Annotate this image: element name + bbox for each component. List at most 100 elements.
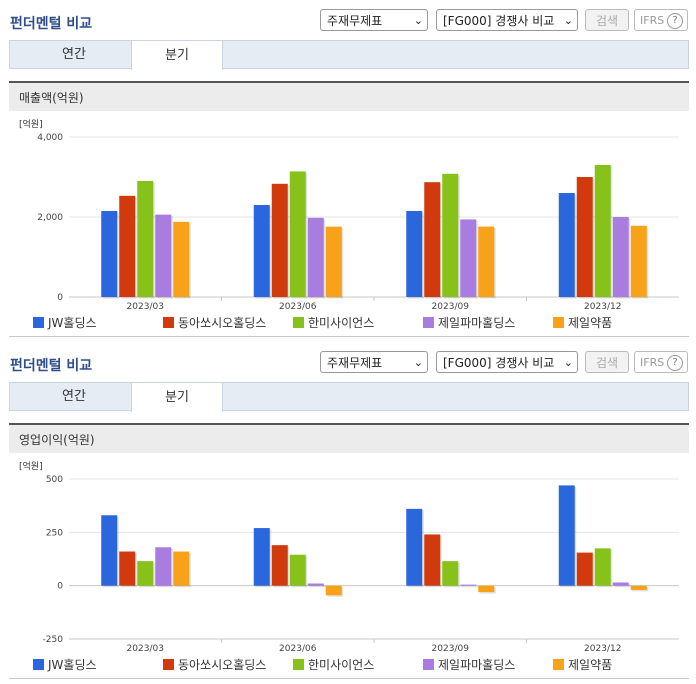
compare-select-value: [FG000] 경쟁사 비교: [443, 356, 555, 370]
legend-swatch: [293, 659, 304, 670]
statement-select[interactable]: 주재무제표 ⌄: [320, 351, 428, 373]
ifrs-label: IFRS: [640, 356, 665, 369]
search-button[interactable]: 검색: [585, 351, 629, 373]
legend-label: 동아쏘시오홀딩스: [178, 658, 267, 672]
bar: [424, 534, 441, 586]
bar: [478, 585, 495, 593]
legend-label: JW홀딩스: [48, 658, 97, 672]
ifrs-button[interactable]: IFRS ?: [634, 351, 688, 373]
tab-annual[interactable]: 연간: [62, 389, 86, 404]
section-title: 펀더멘털 비교: [10, 16, 93, 32]
unit-label: [억원]: [19, 118, 43, 130]
legend-item-jw[interactable]: JW홀딩스: [33, 314, 97, 331]
bar: [289, 171, 306, 297]
legend-label: 동아쏘시오홀딩스: [178, 316, 267, 330]
legend-swatch: [293, 317, 304, 328]
bar: [558, 485, 575, 586]
chart-legend: JW홀딩스 동아쏘시오홀딩스 한미사이언스 제일파마홀딩스 제일약품: [9, 654, 689, 676]
compare-select-value: [FG000] 경쟁사 비교: [443, 14, 555, 28]
tab-annual[interactable]: 연간: [62, 47, 86, 62]
legend-label: 한미사이언스: [308, 658, 375, 672]
x-tick-label: 2023/12: [584, 644, 621, 653]
legend-item-hanmi[interactable]: 한미사이언스: [293, 656, 374, 673]
bar: [460, 584, 477, 586]
bar: [576, 552, 593, 586]
bar: [442, 561, 459, 586]
bar: [406, 508, 423, 586]
bar-shadow: [309, 585, 326, 588]
unit-label: [억원]: [19, 460, 43, 472]
bar: [307, 583, 324, 586]
tab-quarterly[interactable]: 분기: [131, 382, 223, 412]
legend-swatch: [553, 659, 564, 670]
chevron-down-icon: ⌄: [563, 356, 573, 369]
legend-item-jeilpharma[interactable]: 제일파마홀딩스: [423, 314, 515, 331]
operating-profit-chart: [억원]500 250 0 -250 2023/03 2023/06 2023/09 2023…: [19, 460, 679, 653]
period-tabs: 연간 분기: [9, 382, 689, 412]
bar: [612, 217, 629, 297]
bar: [460, 219, 477, 297]
search-button[interactable]: 검색: [585, 9, 629, 31]
bar: [478, 226, 495, 297]
bar: [155, 214, 172, 297]
bar: [271, 183, 288, 297]
metric-header: 매출액(억원): [9, 81, 689, 111]
bar: [289, 554, 306, 586]
y-tick-label: 2,000: [37, 213, 63, 223]
legend-item-hanmi[interactable]: 한미사이언스: [293, 314, 374, 331]
compare-select[interactable]: [FG000] 경쟁사 비교 ⌄: [436, 9, 578, 31]
ifrs-button[interactable]: IFRS ?: [634, 9, 688, 31]
bar: [630, 225, 647, 297]
legend-item-donga[interactable]: 동아쏘시오홀딩스: [163, 656, 266, 673]
chevron-down-icon: ⌄: [563, 14, 573, 27]
bar: [173, 551, 190, 586]
legend-item-jeil[interactable]: 제일약품: [553, 656, 612, 673]
legend-swatch: [423, 659, 434, 670]
metric-header: 영업이익(억원): [9, 423, 689, 453]
legend-item-jw[interactable]: JW홀딩스: [33, 656, 97, 673]
bar: [101, 211, 118, 297]
tab-quarterly[interactable]: 분기: [131, 40, 223, 70]
chevron-down-icon: ⌄: [413, 14, 423, 27]
section-title: 펀더멘털 비교: [10, 358, 93, 374]
bar-shadow: [461, 586, 478, 588]
statement-select[interactable]: 주재무제표 ⌄: [320, 9, 428, 31]
period-tabs: 연간 분기: [9, 40, 689, 70]
bar: [137, 561, 154, 586]
legend-label: 제일파마홀딩스: [438, 316, 516, 330]
bar: [253, 528, 270, 586]
bar: [424, 182, 441, 297]
ifrs-label: IFRS: [640, 14, 665, 27]
x-tick-label: 2023/12: [584, 302, 621, 311]
bar: [137, 181, 154, 297]
legend-item-jeil[interactable]: 제일약품: [553, 314, 612, 331]
y-tick-label: 0: [57, 293, 63, 303]
x-tick-label: 2023/09: [432, 644, 470, 653]
question-icon[interactable]: ?: [667, 13, 683, 29]
question-icon[interactable]: ?: [667, 355, 683, 371]
bar: [101, 515, 118, 586]
bar: [594, 165, 611, 297]
metric-label: 영업이익(억원): [19, 433, 95, 447]
legend-swatch: [33, 317, 44, 328]
legend-item-donga[interactable]: 동아쏘시오홀딩스: [163, 314, 266, 331]
bar: [576, 177, 593, 297]
bar: [307, 217, 324, 297]
x-tick-label: 2023/09: [432, 302, 470, 311]
statement-select-value: 주재무제표: [327, 356, 383, 370]
compare-select[interactable]: [FG000] 경쟁사 비교 ⌄: [436, 351, 578, 373]
legend-label: JW홀딩스: [48, 316, 97, 330]
bar: [119, 195, 136, 297]
x-tick-label: 2023/03: [127, 302, 164, 311]
y-tick-label: 250: [46, 528, 63, 538]
bar: [630, 585, 647, 590]
chart-legend: JW홀딩스 동아쏘시오홀딩스 한미사이언스 제일파마홀딩스 제일약품: [9, 312, 689, 334]
fundamental-section-operating-profit: 펀더멘털 비교 주재무제표 ⌄ [FG000] 경쟁사 비교 ⌄ 검색 IFRS…: [0, 342, 696, 684]
section-divider: [9, 678, 689, 679]
bar: [325, 585, 342, 596]
x-tick-label: 2023/03: [127, 644, 164, 653]
chevron-down-icon: ⌄: [413, 356, 423, 369]
bar: [612, 582, 629, 586]
legend-item-jeilpharma[interactable]: 제일파마홀딩스: [423, 656, 515, 673]
bar: [442, 173, 459, 297]
